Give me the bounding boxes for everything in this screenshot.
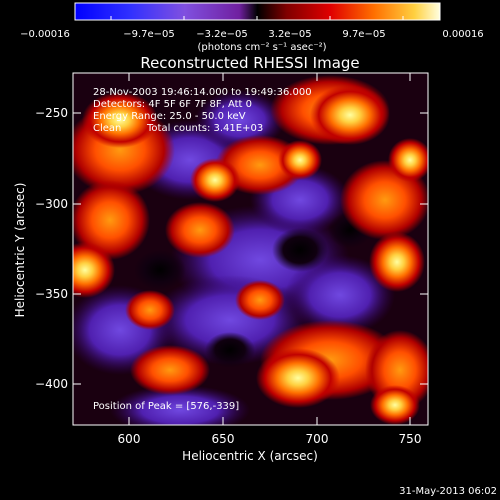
- y-tick-label: −250: [35, 106, 68, 120]
- axis-tick-marks: [73, 73, 428, 425]
- x-tick-label: 600: [118, 432, 141, 446]
- method-label: Clean: [93, 123, 121, 134]
- y-axis-title: Heliocentric Y (arcsec): [13, 183, 27, 318]
- colorbar-tick-label: −0.00016: [20, 29, 70, 40]
- colorbar-tick-label: 0.00016: [442, 29, 483, 40]
- x-tick-label: 650: [212, 432, 235, 446]
- total-counts-label: Total counts: 3.41E+03: [146, 123, 263, 134]
- detectors-label: Detectors: 4F 5F 6F 7F 8F, Att 0: [93, 99, 252, 110]
- colorbar-tick-label: −9.7e−05: [123, 29, 175, 40]
- y-tick-label: −300: [35, 197, 68, 211]
- y-tick-label: −350: [35, 287, 68, 301]
- colorbar-tick-label: −3.2e−05: [196, 29, 248, 40]
- x-axis-title: Heliocentric X (arcsec): [182, 449, 318, 463]
- plot-timestamp: 31-May-2013 06:02: [399, 486, 497, 497]
- plot-title: Reconstructed RHESSI Image: [140, 54, 359, 72]
- x-tick-label: 700: [306, 432, 329, 446]
- plot-frame: [72, 72, 429, 426]
- colorbar-unit-label: (photons cm⁻² s⁻¹ asec⁻²): [197, 42, 326, 53]
- peak-position-label: Position of Peak = [576,-339]: [93, 401, 239, 412]
- colorbar-tick-label: 3.2e−05: [268, 29, 311, 40]
- time-range-label: 28-Nov-2003 19:46:14.000 to 19:49:36.000: [93, 87, 312, 98]
- hxr-image: [73, 73, 428, 425]
- colorbar-tick-label: 9.7e−05: [342, 29, 385, 40]
- y-tick-label: −400: [35, 377, 68, 391]
- x-tick-label: 750: [399, 432, 422, 446]
- energy-range-label: Energy Range: 25.0 - 50.0 keV: [93, 111, 246, 122]
- colorbar-tick-marks: [110, 16, 404, 20]
- colorbar: −0.00016 −9.7e−05 −3.2e−05 3.2e−05 9.7e−…: [20, 2, 484, 53]
